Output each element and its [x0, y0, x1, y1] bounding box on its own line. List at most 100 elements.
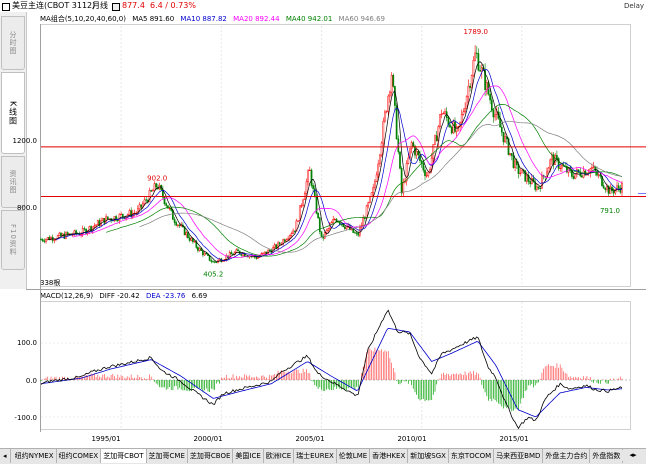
candle-body — [268, 249, 271, 251]
candle-body — [582, 170, 585, 178]
candle-body — [73, 230, 76, 236]
candle-body — [509, 153, 511, 155]
price-annotation: 902.0 — [147, 175, 167, 183]
macd-name-label[interactable]: MACD(12,26,9) — [40, 292, 94, 300]
exchange-tab[interactable]: 新加坡SGX — [408, 449, 449, 463]
candle-body — [539, 187, 542, 190]
candle-body — [302, 199, 304, 206]
candle-body — [425, 175, 428, 177]
candle-body — [333, 218, 336, 221]
candle-body — [263, 251, 266, 254]
candle-body — [449, 124, 451, 128]
exchange-tab[interactable]: 外盘指数 — [590, 449, 624, 463]
exchange-tab[interactable]: 芝加哥CBOE — [188, 449, 234, 463]
candle-body — [444, 111, 446, 114]
exchange-tab[interactable]: 马来西亚BMD — [494, 449, 544, 463]
candle-body — [434, 135, 436, 145]
candle-body — [292, 230, 294, 234]
candle-body — [407, 157, 410, 164]
exchange-tab[interactable]: 伦敦LME — [337, 449, 371, 463]
exchange-tab[interactable]: 瑞士EUREX — [294, 449, 337, 463]
kline-chart[interactable]: 1200.0 800.0 100.0 0.0 -100.0 1995/01 20… — [0, 0, 646, 448]
candle-body — [484, 70, 486, 90]
candle-body — [118, 214, 121, 221]
exchange-tab[interactable]: 纽约NYMEX — [13, 449, 57, 463]
candle-body — [537, 186, 540, 189]
candle-body — [367, 202, 370, 207]
period-selector-icon[interactable] — [112, 3, 120, 11]
price-annotation: 791.0 — [600, 207, 620, 215]
exchange-tab[interactable]: 外盘主力合约 — [543, 449, 591, 463]
candle-body — [202, 250, 204, 256]
candle-body — [121, 213, 124, 217]
candle-body — [530, 178, 533, 185]
ma-set-label[interactable]: MA组合(5,10,20,40,60,0) — [40, 15, 126, 23]
candle-body — [230, 252, 233, 255]
candle-body — [365, 205, 368, 219]
candle-body — [495, 111, 498, 115]
exchange-tab[interactable]: 香港HKEX — [370, 449, 409, 463]
candle-body — [512, 155, 515, 168]
candle-body — [90, 226, 92, 232]
candle-body — [120, 213, 122, 215]
price-change: 6.4 / 0.73% — [150, 1, 196, 10]
candle-body — [345, 226, 348, 229]
candle-body — [46, 237, 49, 240]
candle-body — [470, 75, 473, 88]
candle-body — [85, 228, 87, 234]
ma5-label: MA5 891.60 — [132, 15, 175, 23]
candle-body — [464, 107, 466, 112]
tab-scroll-arrows-icon[interactable]: ◂▸ — [622, 450, 644, 461]
candle-body — [369, 196, 371, 204]
exchange-tab[interactable]: 芝加哥CME — [147, 449, 188, 463]
candle-body — [96, 220, 99, 226]
tab-scroll-left-icon[interactable]: ◂ — [0, 449, 11, 463]
window-icon[interactable] — [2, 3, 10, 11]
x-tick-label: 2000/01 — [193, 435, 222, 443]
macd-tick-label: 0.0 — [26, 377, 37, 385]
exchange-tab[interactable]: 纽约COMEX — [57, 449, 102, 463]
tab-f10[interactable]: F10资料 — [1, 210, 25, 270]
candle-body — [572, 176, 575, 179]
tab-timeshare[interactable]: 分时图 — [1, 16, 25, 70]
exchange-tab[interactable]: 美国ICE — [233, 449, 264, 463]
candle-body — [435, 135, 438, 142]
candle-body — [594, 166, 597, 172]
exchange-tab[interactable]: 欧洲ICE — [264, 449, 295, 463]
candle-body — [514, 160, 516, 168]
candle-body — [596, 170, 598, 176]
candle-body — [152, 190, 154, 192]
candle-body — [317, 213, 319, 219]
candle-body — [210, 260, 213, 262]
candle-body — [389, 91, 391, 97]
candle-body — [609, 186, 612, 194]
period-label[interactable]: 月线 — [92, 1, 108, 10]
candle-body — [168, 207, 171, 210]
candle-body — [80, 234, 82, 236]
candle-body — [455, 126, 458, 132]
candle-body — [312, 185, 314, 189]
candle-body — [384, 111, 386, 122]
tab-kline[interactable]: K线图 — [1, 72, 25, 154]
tab-news[interactable]: 资讯图 — [1, 156, 25, 208]
candle-body — [212, 261, 214, 263]
candle-body — [93, 225, 96, 228]
exchange-tab[interactable]: 芝加哥CBOT — [101, 449, 147, 463]
candle-body — [382, 120, 385, 144]
candle-body — [529, 181, 532, 185]
x-tick-label: 1995/01 — [91, 435, 120, 443]
candle-body — [197, 247, 199, 251]
exchange-tab[interactable]: 东京TOCOM — [449, 449, 495, 463]
candle-body — [185, 232, 188, 236]
candle-body — [277, 242, 279, 249]
candle-body — [235, 249, 238, 253]
candle-body — [293, 230, 296, 232]
candle-body — [288, 235, 291, 239]
candle-body — [469, 85, 471, 88]
candle-body — [467, 85, 470, 97]
candle-body — [95, 224, 97, 227]
macd-plot-frame — [40, 301, 631, 430]
diff-label: DIFF -20.42 — [99, 292, 140, 300]
candle-body — [489, 93, 491, 101]
candle-body — [140, 204, 143, 208]
